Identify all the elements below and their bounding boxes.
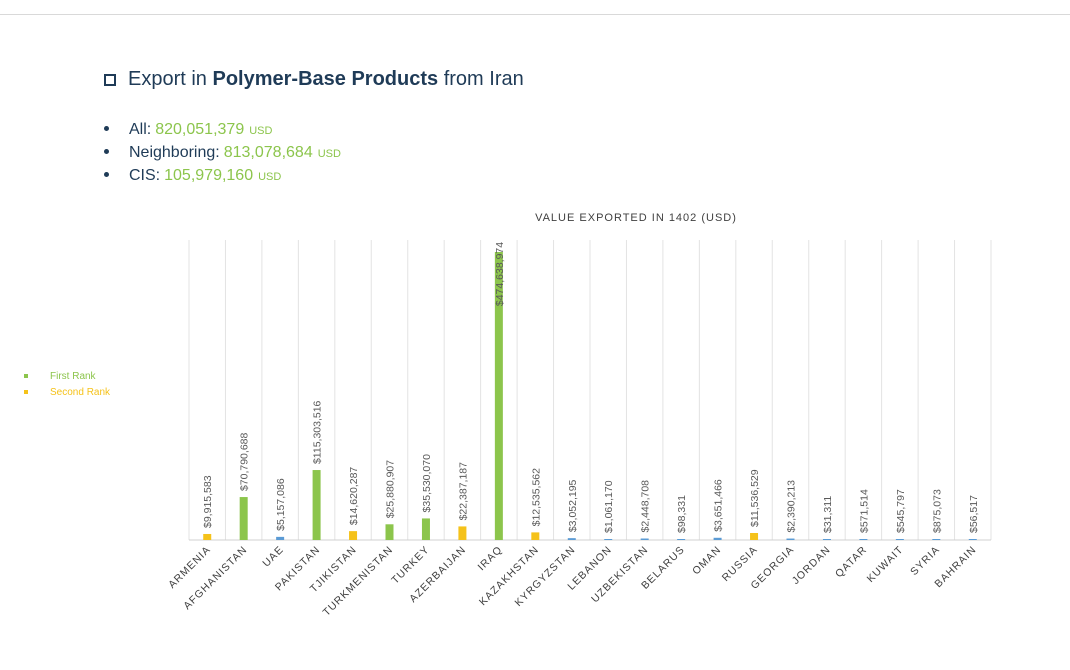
bar bbox=[859, 539, 868, 540]
data-label: $9,915,583 bbox=[202, 475, 214, 528]
grid-lines bbox=[188, 240, 992, 541]
title-prefix: Export in bbox=[128, 68, 207, 90]
bar bbox=[494, 252, 503, 540]
bar bbox=[421, 518, 430, 540]
x-tick-label: JORDAN bbox=[790, 544, 833, 587]
bullet-icon bbox=[104, 172, 109, 177]
bar bbox=[968, 539, 977, 540]
data-label: $571,514 bbox=[858, 489, 870, 533]
bar bbox=[677, 539, 686, 540]
bar bbox=[640, 538, 649, 540]
bar bbox=[750, 532, 759, 540]
stat-value: 813,078,684 bbox=[223, 144, 313, 161]
x-tick-label: KUWAIT bbox=[865, 544, 906, 585]
bar bbox=[786, 538, 795, 540]
x-tick-label: IRAQ bbox=[476, 544, 505, 573]
stat-unit: USD bbox=[258, 171, 282, 183]
data-label: $545,797 bbox=[895, 489, 907, 533]
data-label: $5,157,086 bbox=[275, 478, 287, 531]
bar bbox=[385, 524, 394, 540]
x-tick-label: SYRIA bbox=[908, 544, 942, 578]
data-label: $115,303,516 bbox=[312, 400, 324, 464]
bar bbox=[932, 539, 941, 540]
legend-item-second-rank: Second Rank bbox=[24, 384, 110, 400]
data-label: $875,073 bbox=[931, 489, 943, 533]
top-divider bbox=[0, 14, 1070, 15]
bar bbox=[713, 537, 722, 540]
bar bbox=[531, 532, 540, 540]
bar bbox=[567, 538, 576, 540]
stat-unit: USD bbox=[249, 125, 273, 137]
x-tick-label: UAE bbox=[260, 544, 286, 570]
legend-swatch-green bbox=[24, 374, 28, 378]
chart-legend: First Rank Second Rank bbox=[24, 368, 110, 400]
data-label: $22,387,187 bbox=[457, 462, 469, 521]
data-labels: $9,915,583 $70,790,688 $5,157,086 $115,303,… bbox=[202, 242, 980, 533]
bar bbox=[895, 539, 904, 540]
bar bbox=[312, 470, 321, 540]
data-label: $31,311 bbox=[822, 496, 834, 533]
stat-unit: USD bbox=[317, 148, 341, 160]
title-suffix: from Iran bbox=[443, 68, 524, 90]
stat-label: All: bbox=[129, 121, 152, 138]
checkbox-bullet-icon bbox=[104, 73, 116, 86]
bullet-icon bbox=[104, 126, 109, 131]
summary-stats: All: 820,051,379 USD Neighboring: 813,07… bbox=[104, 118, 341, 187]
chart-title: VALUE EXPORTED IN 1402 (USD) bbox=[535, 212, 737, 224]
bar bbox=[822, 539, 831, 540]
bar bbox=[604, 539, 613, 540]
data-label: $56,517 bbox=[968, 495, 980, 533]
legend-swatch-yellow bbox=[24, 390, 28, 394]
stat-value: 820,051,379 bbox=[155, 121, 245, 138]
bar bbox=[276, 536, 285, 540]
stat-neighboring: Neighboring: 813,078,684 USD bbox=[104, 141, 341, 164]
data-label: $2,390,213 bbox=[786, 480, 798, 533]
stat-cis: CIS: 105,979,160 USD bbox=[104, 164, 341, 187]
data-label: $70,790,688 bbox=[239, 432, 251, 491]
bars bbox=[203, 252, 977, 540]
stat-all: All: 820,051,379 USD bbox=[104, 118, 341, 141]
data-label: $474,638,974 bbox=[494, 242, 506, 306]
bar bbox=[349, 531, 358, 540]
data-label: $11,536,529 bbox=[749, 469, 761, 527]
data-label: $3,651,466 bbox=[713, 479, 725, 532]
x-tick-label: TURKMENISTAN bbox=[321, 544, 396, 619]
bar bbox=[239, 497, 248, 540]
stat-value: 105,979,160 bbox=[164, 167, 254, 184]
page-title: Export in Polymer-Base Products from Ira… bbox=[104, 68, 524, 91]
legend-item-first-rank: First Rank bbox=[24, 368, 110, 384]
data-label: $12,535,562 bbox=[530, 468, 542, 527]
x-tick-label: AFGHANISTAN bbox=[181, 544, 250, 613]
x-tick-label: QATAR bbox=[833, 544, 870, 581]
data-label: $35,530,070 bbox=[421, 454, 433, 513]
bullet-icon bbox=[104, 149, 109, 154]
data-label: $25,880,907 bbox=[385, 460, 397, 519]
data-label: $14,620,287 bbox=[348, 467, 360, 526]
title-product: Polymer-Base Products bbox=[212, 68, 439, 90]
data-label: $2,448,708 bbox=[640, 480, 652, 533]
bar bbox=[203, 533, 212, 540]
legend-label: Second Rank bbox=[50, 386, 111, 398]
x-tick-label: OMAN bbox=[690, 544, 724, 578]
data-label: $98,331 bbox=[676, 495, 688, 533]
bar bbox=[458, 526, 467, 540]
stat-label: CIS: bbox=[129, 167, 161, 184]
legend-label: First Rank bbox=[50, 370, 96, 382]
data-label: $3,052,195 bbox=[567, 479, 579, 532]
stat-label: Neighboring: bbox=[129, 144, 220, 161]
data-label: $1,061,170 bbox=[603, 480, 615, 533]
